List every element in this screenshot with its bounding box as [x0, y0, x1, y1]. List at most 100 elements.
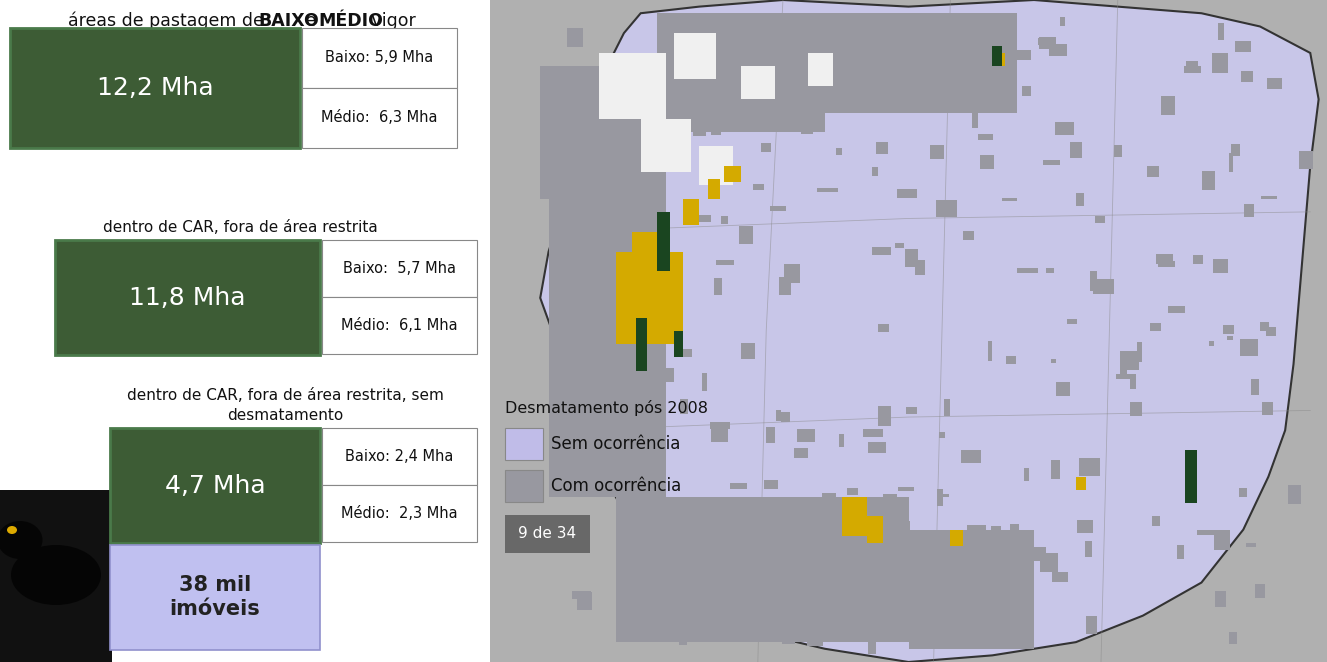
Bar: [981, 155, 994, 169]
Bar: [734, 521, 754, 525]
Bar: [702, 373, 707, 391]
Text: Sem ocorrência: Sem ocorrência: [551, 435, 681, 453]
Bar: [825, 515, 840, 519]
Bar: [876, 142, 888, 154]
Bar: [1067, 319, 1076, 324]
Bar: [711, 426, 729, 442]
Bar: [779, 606, 799, 612]
Ellipse shape: [0, 521, 42, 559]
Bar: [1222, 326, 1234, 334]
Text: Com ocorrência: Com ocorrência: [551, 477, 681, 495]
Bar: [993, 46, 1002, 66]
Bar: [699, 146, 733, 185]
Bar: [561, 243, 575, 249]
Bar: [760, 143, 771, 152]
Bar: [658, 367, 674, 382]
Bar: [1229, 153, 1234, 173]
Bar: [740, 66, 775, 99]
Bar: [548, 166, 666, 496]
Text: dentro de CAR, fora de área restrita, sem: dentro de CAR, fora de área restrita, se…: [126, 388, 443, 403]
Bar: [722, 216, 729, 224]
Bar: [971, 113, 978, 128]
Bar: [1022, 86, 1031, 96]
Text: BAIXO: BAIXO: [257, 12, 318, 30]
Bar: [1229, 632, 1237, 645]
Bar: [963, 232, 974, 240]
Bar: [897, 189, 917, 198]
Bar: [1079, 458, 1100, 476]
Bar: [905, 407, 917, 414]
Bar: [657, 212, 670, 271]
Bar: [657, 13, 825, 132]
Bar: [730, 483, 747, 489]
Bar: [1113, 145, 1123, 157]
Text: Médio:  6,1 Mha: Médio: 6,1 Mha: [341, 318, 458, 333]
Text: dentro de CAR, fora de área restrita: dentro de CAR, fora de área restrita: [102, 220, 377, 235]
Bar: [804, 613, 820, 629]
Ellipse shape: [7, 526, 17, 534]
Bar: [1050, 44, 1067, 56]
Bar: [780, 412, 790, 422]
Bar: [978, 134, 993, 140]
Text: vigor: vigor: [366, 12, 415, 30]
Bar: [1262, 402, 1273, 415]
Bar: [1186, 61, 1198, 72]
Bar: [710, 117, 721, 134]
Bar: [872, 247, 892, 255]
Bar: [1129, 402, 1143, 416]
Bar: [1255, 585, 1266, 598]
Bar: [1234, 40, 1250, 52]
Bar: [905, 249, 918, 267]
Bar: [629, 304, 649, 312]
Bar: [779, 277, 791, 295]
Bar: [1193, 256, 1204, 264]
Bar: [937, 489, 943, 506]
Bar: [1267, 78, 1282, 89]
Bar: [950, 530, 963, 546]
Bar: [624, 421, 641, 436]
Bar: [1042, 557, 1046, 565]
Bar: [1177, 545, 1184, 559]
Ellipse shape: [11, 545, 101, 605]
Bar: [682, 349, 693, 357]
Bar: [1005, 558, 1024, 563]
Bar: [1261, 196, 1278, 199]
Bar: [943, 399, 950, 416]
Bar: [868, 442, 886, 453]
Bar: [1149, 322, 1161, 331]
Bar: [1024, 468, 1028, 481]
Bar: [110, 428, 320, 543]
Bar: [961, 55, 977, 75]
Bar: [943, 494, 949, 497]
Bar: [798, 624, 819, 635]
Bar: [1299, 152, 1314, 169]
Bar: [1239, 488, 1247, 497]
Bar: [884, 51, 894, 66]
Bar: [1085, 616, 1097, 634]
Bar: [888, 36, 893, 45]
Bar: [995, 610, 1009, 621]
Bar: [710, 422, 730, 429]
Bar: [303, 88, 456, 148]
Bar: [1055, 382, 1070, 397]
Bar: [581, 482, 593, 487]
Bar: [1213, 260, 1227, 273]
Bar: [1287, 485, 1300, 504]
Bar: [598, 53, 666, 119]
Text: áreas de pastagem de: áreas de pastagem de: [68, 12, 269, 30]
Bar: [916, 260, 925, 275]
Bar: [1091, 463, 1096, 475]
Text: Desmatamento pós 2008: Desmatamento pós 2008: [506, 400, 709, 416]
Bar: [1070, 142, 1082, 158]
Bar: [644, 612, 661, 618]
Bar: [1002, 197, 1016, 201]
Bar: [962, 449, 981, 463]
Bar: [771, 206, 786, 211]
Bar: [490, 0, 1327, 662]
Bar: [808, 13, 1018, 113]
Bar: [1246, 543, 1257, 547]
Bar: [784, 263, 800, 283]
Bar: [1120, 356, 1127, 374]
Bar: [674, 331, 682, 357]
Bar: [817, 188, 839, 192]
